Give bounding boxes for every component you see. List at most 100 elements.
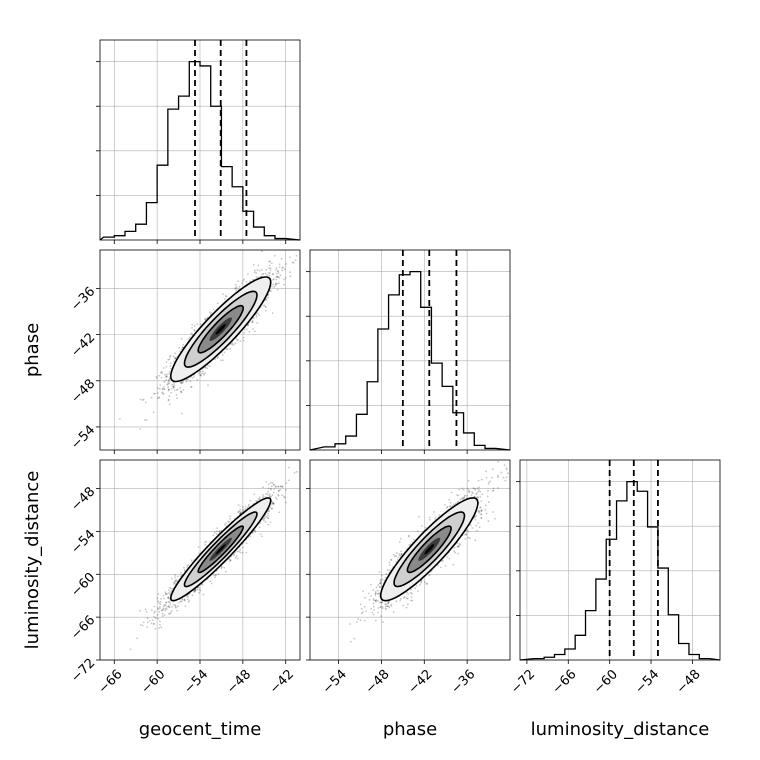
scatter-point (256, 269, 259, 271)
scatter-point (174, 357, 177, 360)
scatter-point (212, 308, 215, 311)
scatter-point (176, 397, 179, 399)
scatter-point (153, 610, 156, 613)
scatter-point (231, 342, 234, 345)
scatter-point (241, 508, 244, 511)
scatter-point (193, 375, 195, 378)
scatter-point (236, 339, 239, 341)
scatter-point (184, 605, 187, 607)
scatter-point (270, 487, 272, 490)
scatter-point (151, 619, 154, 622)
scatter-point (267, 272, 270, 274)
scatter-point (156, 607, 159, 609)
scatter-point (174, 352, 177, 355)
scatter-point (168, 373, 171, 375)
scatter-point (276, 275, 278, 278)
scatter-point (206, 367, 209, 370)
scatter-point (275, 272, 278, 275)
scatter-point (266, 274, 269, 276)
scatter-point (229, 515, 231, 518)
scatter-point (267, 514, 269, 517)
scatter-point (264, 306, 267, 308)
scatter-point (160, 376, 163, 379)
scatter-point (270, 481, 272, 484)
scatter-point (240, 511, 242, 514)
scatter-point (182, 389, 185, 391)
scatter-point (269, 272, 271, 275)
scatter-point (199, 373, 202, 376)
scatter-point (215, 530, 218, 533)
scatter-point (168, 370, 171, 373)
scatter-point (160, 370, 163, 373)
scatter-point (237, 511, 240, 513)
scatter-point (277, 272, 280, 274)
scatter-point (212, 534, 215, 537)
scatter-point (207, 384, 209, 387)
scatter-point (194, 589, 197, 592)
scatter-point (209, 365, 211, 368)
scatter-point (179, 350, 182, 353)
scatter-point (162, 607, 165, 610)
scatter-point (167, 382, 170, 385)
scatter-point (167, 596, 169, 599)
scatter-point (223, 566, 226, 569)
scatter-point (171, 385, 174, 388)
scatter-point (284, 501, 287, 504)
scatter-point (187, 337, 190, 340)
scatter-point (174, 357, 177, 360)
scatter-point (186, 595, 188, 598)
scatter-point (161, 612, 164, 615)
scatter-point (160, 626, 163, 629)
scatter-point (167, 605, 170, 607)
scatter-point (156, 387, 159, 389)
scatter-point (163, 386, 166, 388)
scatter-point (156, 614, 159, 616)
scatter-point (162, 393, 165, 395)
scatter-point (191, 333, 194, 335)
scatter-point (199, 589, 202, 592)
scatter-point (193, 329, 196, 332)
scatter-point (186, 598, 189, 601)
scatter-point (169, 591, 171, 593)
scatter-point (158, 627, 161, 629)
scatter-point (255, 314, 258, 316)
scatter-point (170, 611, 172, 614)
scatter-point (170, 391, 173, 394)
scatter-point (141, 624, 144, 627)
scatter-point (204, 366, 207, 369)
scatter-point (197, 546, 200, 548)
scatter-point (157, 600, 159, 603)
scatter-point (158, 397, 161, 399)
scatter-point (174, 574, 177, 576)
scatter-point (271, 312, 274, 315)
scatter-point (258, 526, 261, 529)
scatter-point (243, 332, 246, 334)
scatter-point (174, 576, 176, 579)
scatter-point (239, 548, 242, 551)
scatter-point (207, 364, 209, 367)
scatter-point (220, 567, 223, 570)
scatter-point (159, 623, 161, 626)
scatter-point (170, 610, 173, 612)
scatter-point (144, 419, 146, 421)
scatter-point (170, 577, 173, 580)
scatter-point (281, 269, 283, 272)
scatter-point (270, 495, 272, 498)
scatter-point (161, 392, 164, 395)
scatter-point (161, 372, 164, 374)
scatter-point (159, 384, 162, 387)
scatter-point (172, 387, 175, 389)
scatter-point (277, 276, 280, 278)
scatter-point (160, 609, 163, 612)
scatter-point (262, 273, 265, 275)
scatter-point (268, 260, 270, 263)
scatter-point (139, 398, 142, 401)
scatter-point (190, 559, 193, 562)
scatter-point (257, 498, 260, 500)
scatter-point (216, 527, 219, 529)
scatter-point (139, 624, 142, 626)
scatter-point (273, 286, 275, 288)
scatter-point (273, 278, 275, 280)
scatter-point (270, 507, 273, 510)
scatter-point (254, 531, 257, 533)
